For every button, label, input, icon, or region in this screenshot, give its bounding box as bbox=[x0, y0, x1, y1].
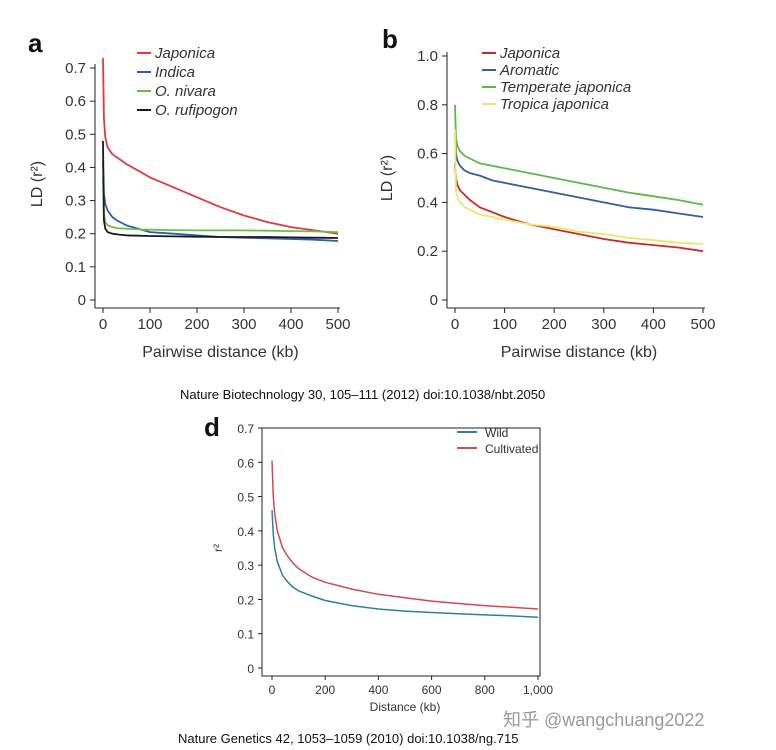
plot-frame bbox=[261, 427, 541, 677]
legend-label: Indica bbox=[155, 64, 195, 81]
x-tick-label: 600 bbox=[422, 683, 442, 697]
x-axis-label: Pairwise distance (kb) bbox=[142, 344, 299, 361]
y-tick-label: 0.4 bbox=[65, 159, 86, 176]
y-tick-label: 0.2 bbox=[417, 243, 438, 260]
x-tick-label: 400 bbox=[278, 316, 303, 333]
x-tick-label: 500 bbox=[690, 316, 715, 333]
y-tick-label: 0.6 bbox=[417, 146, 438, 163]
x-axis-label: Distance (kb) bbox=[370, 700, 441, 714]
y-axis-label: LD (r²) bbox=[29, 161, 46, 207]
y-axis-label: r² bbox=[211, 544, 225, 552]
series-line-tropica-japonica bbox=[454, 129, 704, 245]
legend-label: Aromatic bbox=[499, 62, 560, 79]
x-tick-label: 400 bbox=[641, 316, 666, 333]
x-tick-label: 300 bbox=[591, 316, 616, 333]
y-tick-label: 0 bbox=[430, 292, 438, 309]
y-tick-label: 0.3 bbox=[237, 559, 254, 573]
y-axis-label: LD (r²) bbox=[379, 155, 396, 201]
y-tick-label: 0 bbox=[247, 662, 254, 676]
x-tick-label: 0 bbox=[269, 683, 276, 697]
series-line-indica bbox=[102, 160, 339, 242]
x-tick-label: 0 bbox=[99, 316, 107, 333]
chart-panel-b: b 0 0.2 0.4 0.6 0.8 1.0 0 100 200 300 400 500 Pairwis… bbox=[379, 24, 716, 361]
legend-label: O. nivara bbox=[155, 83, 216, 100]
y-tick-label: 0.4 bbox=[417, 194, 438, 211]
y-tick-label: 0.7 bbox=[237, 422, 254, 436]
legend-label: Tropica japonica bbox=[500, 96, 609, 113]
y-tick-label: 0.6 bbox=[65, 93, 86, 110]
y-tick-label: 0.5 bbox=[65, 126, 86, 143]
x-tick-label: 100 bbox=[492, 316, 517, 333]
panel-letter: b bbox=[382, 24, 398, 54]
x-tick-label: 200 bbox=[184, 316, 209, 333]
x-tick-label: 200 bbox=[542, 316, 567, 333]
caption-bottom: Nature Genetics 42, 1053–1059 (2010) doi… bbox=[178, 731, 519, 746]
series-line-o-rufipogon bbox=[102, 140, 339, 239]
caption-top: Nature Biotechnology 30, 105–111 (2012) … bbox=[180, 387, 546, 402]
y-tick-label: 0.4 bbox=[237, 525, 254, 539]
x-axis-label: Pairwise distance (kb) bbox=[501, 344, 658, 361]
x-tick-label: 400 bbox=[368, 683, 388, 697]
y-tick-label: 0.5 bbox=[237, 491, 254, 505]
y-tick-label: 1.0 bbox=[417, 48, 438, 65]
panel-letter: a bbox=[28, 28, 43, 58]
x-tick-label: 0 bbox=[451, 316, 459, 333]
legend-label: Japonica bbox=[154, 45, 215, 62]
x-tick-label: 200 bbox=[315, 683, 335, 697]
watermark: 知乎 @wangchuang2022 bbox=[503, 710, 705, 730]
y-tick-label: 0.2 bbox=[65, 226, 86, 243]
chart-panel-a: a 0 0.1 0.2 0.3 0.4 0.5 0.6 0.7 0 100 200 300 400 500 P… bbox=[28, 28, 351, 361]
series-line-aromatic bbox=[454, 134, 704, 218]
legend-label: Wild bbox=[485, 426, 508, 440]
series-line-wild bbox=[271, 510, 539, 619]
x-tick-label: 100 bbox=[137, 316, 162, 333]
y-tick-label: 0.3 bbox=[65, 193, 86, 210]
series-line-japonica bbox=[454, 163, 704, 253]
y-tick-label: 0.8 bbox=[417, 97, 438, 114]
legend-label: Temperate japonica bbox=[500, 79, 631, 96]
x-tick-label: 800 bbox=[475, 683, 495, 697]
y-tick-label: 0.1 bbox=[65, 259, 86, 276]
x-tick-label: 1,000 bbox=[523, 683, 553, 697]
x-tick-label: 500 bbox=[325, 316, 350, 333]
legend-label: Japonica bbox=[499, 45, 560, 62]
series-line-cultivated bbox=[271, 460, 539, 610]
chart-panel-d: d 0 0.1 0.2 0.3 0.4 0.5 0.6 0.7 0 200 400 600 800 1,00… bbox=[204, 412, 553, 714]
series-line-temperate-japonica bbox=[454, 104, 704, 206]
y-tick-label: 0 bbox=[78, 292, 86, 309]
series-line-japonica bbox=[102, 58, 339, 235]
series-line-o-nivara bbox=[102, 177, 339, 233]
legend-label: O. rufipogon bbox=[155, 102, 238, 119]
x-tick-label: 300 bbox=[231, 316, 256, 333]
y-tick-label: 0.1 bbox=[237, 628, 254, 642]
y-tick-label: 0.7 bbox=[65, 60, 86, 77]
y-tick-label: 0.2 bbox=[237, 593, 254, 607]
legend-label: Cultivated bbox=[485, 442, 538, 456]
y-tick-label: 0.6 bbox=[237, 456, 254, 470]
panel-letter: d bbox=[204, 412, 220, 442]
